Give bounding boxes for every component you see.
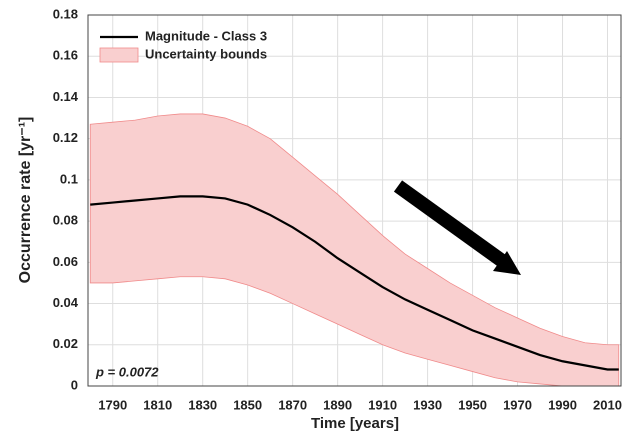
y-axis-label: Occurrence rate [yr⁻¹] xyxy=(17,117,34,284)
x-tick-label: 1910 xyxy=(368,397,397,412)
x-tick-label: 1850 xyxy=(233,397,262,412)
annotation: p = 0.0072 xyxy=(95,364,159,379)
x-tick-label: 1930 xyxy=(413,397,442,412)
series-line xyxy=(90,195,619,371)
x-tick-label: 1970 xyxy=(503,397,532,412)
axes-box xyxy=(87,14,622,387)
y-tick-label: 0.08 xyxy=(53,213,78,228)
x-tick-label: 1890 xyxy=(323,397,352,412)
y-tick-label: 0.18 xyxy=(53,6,78,21)
x-tick-label: 1790 xyxy=(98,397,127,412)
legend-swatch xyxy=(99,47,139,63)
y-tick-label: 0 xyxy=(71,377,78,392)
y-tick-label: 0.04 xyxy=(53,295,79,310)
x-axis-label: Time [years] xyxy=(311,415,399,432)
x-tick-label: 1990 xyxy=(548,397,577,412)
x-tick-label: 2010 xyxy=(593,397,622,412)
arrow-head xyxy=(493,251,521,275)
legend-label: Uncertainty bounds xyxy=(145,46,267,61)
y-tick-label: 0.12 xyxy=(53,130,78,145)
y-tick-label: 0.06 xyxy=(53,254,78,269)
trend-arrow xyxy=(393,180,521,275)
x-tick-label: 1810 xyxy=(143,397,172,412)
x-tick-label: 1870 xyxy=(278,397,307,412)
y-tick-label: 0.16 xyxy=(53,48,78,63)
y-tick-label: 0.02 xyxy=(53,336,78,351)
y-tick-label: 0.14 xyxy=(53,89,79,104)
arrow-shaft xyxy=(393,180,510,269)
x-tick-label: 1950 xyxy=(458,397,487,412)
y-tick-label: 0.1 xyxy=(60,171,78,186)
legend-label: Magnitude - Class 3 xyxy=(145,28,267,43)
x-tick-label: 1830 xyxy=(188,397,217,412)
